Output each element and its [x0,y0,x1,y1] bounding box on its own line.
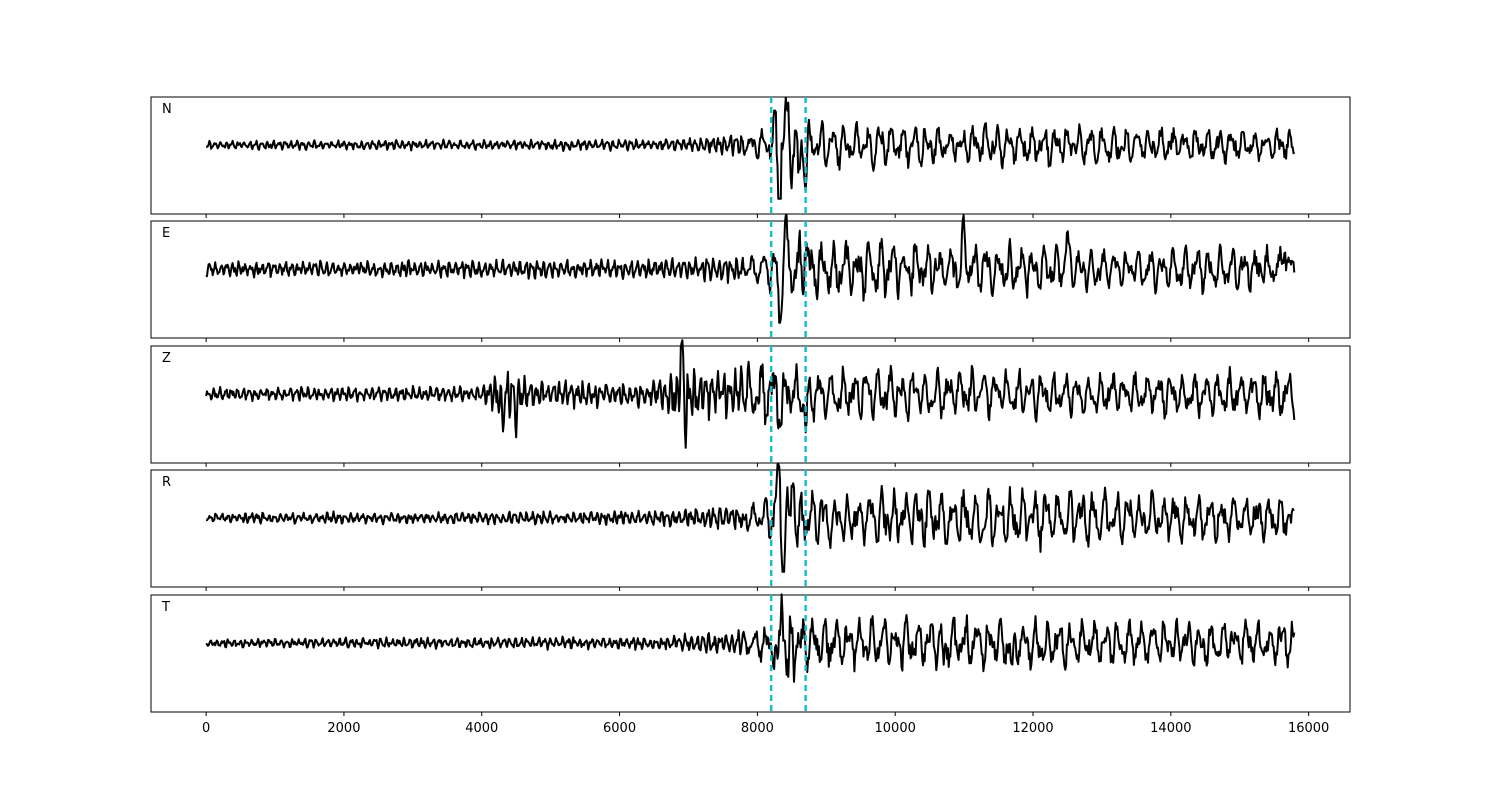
x-tick-label: 8000 [741,721,774,736]
panel-frame [150,96,1351,215]
trace-e [205,214,1296,324]
panel-frame [150,220,1351,339]
trace-r [205,463,1295,573]
panel-label-n: N [162,102,172,117]
panel-label-z: Z [162,351,171,366]
panel-frame [150,594,1351,713]
panel-frame [150,345,1351,464]
x-tick-label: 2000 [327,721,360,736]
panel-t: T [150,593,1351,716]
x-tick-label: 12000 [1012,721,1053,736]
trace-z [205,339,1296,449]
panel-frame [150,469,1351,588]
panel-label-r: R [162,475,171,490]
x-axis: 0 2000 4000 6000 8000 10000 12000 14000 16000 [202,721,1329,736]
panel-n: N [150,96,1351,218]
trace-t [205,593,1296,683]
panel-r: R [150,463,1351,591]
panel-e: E [150,214,1351,342]
x-tick-label: 4000 [465,721,498,736]
x-tick-label: 0 [202,721,210,736]
x-tick-label: 10000 [875,721,916,736]
trace-n [205,96,1296,200]
panel-label-t: T [161,600,170,615]
trace-panels: N E Z R T [150,96,1351,716]
x-tick-label: 14000 [1150,721,1191,736]
panel-z: Z [150,339,1351,467]
panel-label-e: E [162,226,170,241]
x-tick-label: 16000 [1288,721,1329,736]
x-tick-label: 6000 [603,721,636,736]
